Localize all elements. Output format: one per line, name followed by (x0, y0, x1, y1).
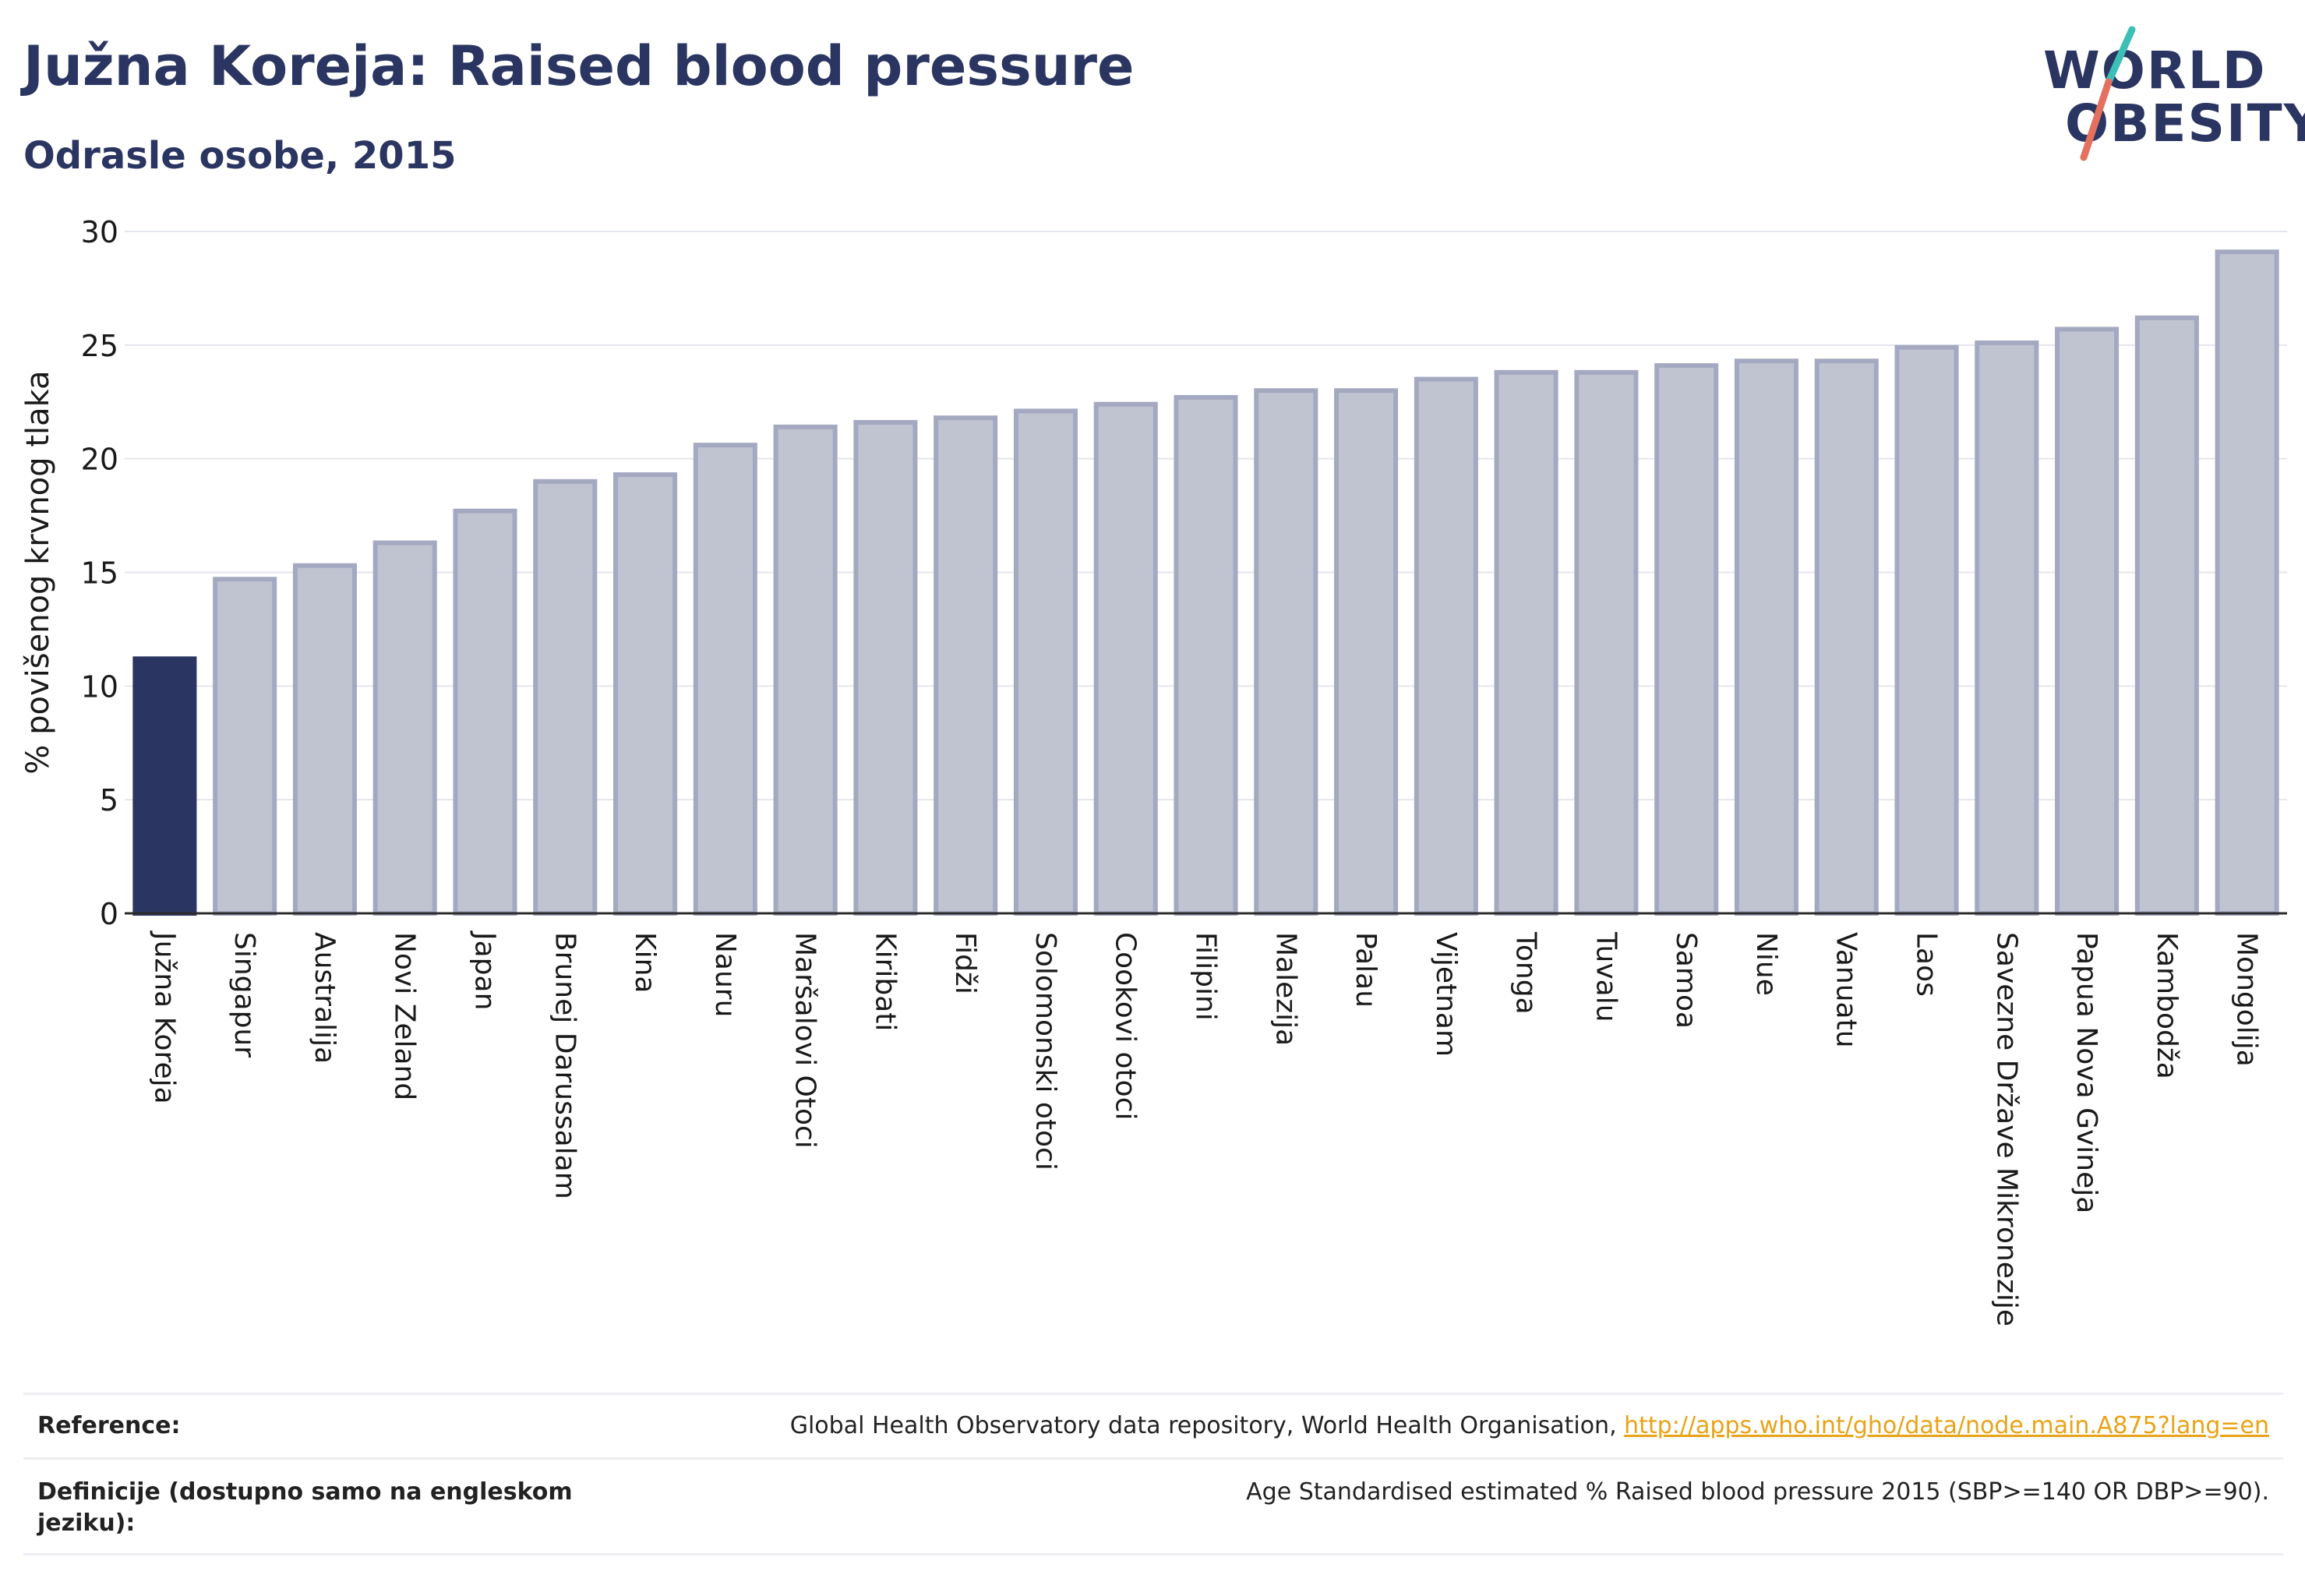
x-tick-label: Brunej Darussalam (549, 932, 581, 1199)
logo-slash-icon (2080, 26, 2136, 161)
bar (292, 563, 357, 916)
footer-divider-bottom (23, 1553, 2283, 1555)
footer-divider-top (23, 1393, 2283, 1395)
y-tick-label: 10 (81, 669, 118, 704)
bar (1093, 401, 1158, 916)
bar (1334, 388, 1399, 916)
footer-divider-middle (23, 1457, 2283, 1460)
x-tick-label: Japan (469, 930, 501, 1010)
x-tick-label: Mongolija (2231, 932, 2263, 1067)
x-tick-label: Filipini (1190, 932, 1222, 1021)
x-tick-label: Niue (1750, 932, 1782, 996)
x-tick-label: Cookovi otoci (1110, 932, 1142, 1121)
y-tick-label: 0 (100, 897, 118, 931)
chart-subtitle: Odrasle osobe, 2015 (23, 134, 457, 178)
bar (1975, 340, 2039, 916)
y-tick-label: 25 (81, 329, 118, 363)
x-tick-label: Novi Zeland (389, 932, 421, 1100)
chart-title: Južna Koreja: Raised blood pressure (23, 34, 1135, 98)
x-tick-label: Fidži (949, 932, 981, 994)
bars (132, 249, 2279, 916)
y-tick-label: 15 (81, 556, 118, 591)
bar (693, 443, 757, 916)
x-tick-label: Kiribati (869, 932, 901, 1031)
bar (372, 540, 437, 916)
x-tick-label: Tuvalu (1590, 931, 1622, 1022)
bar (853, 420, 918, 916)
definition-value: Age Standardised estimated % Raised bloo… (1246, 1478, 2269, 1506)
x-tick-label: Australija (309, 932, 341, 1064)
x-tick-label: Malezija (1269, 932, 1301, 1046)
x-tick-label: Vanuatu (1830, 932, 1862, 1048)
reference-link[interactable]: http://apps.who.int/gho/data/node.main.A… (1624, 1412, 2269, 1439)
x-tick-label: Palau (1350, 932, 1382, 1008)
bar (613, 472, 678, 916)
reference-value: Global Health Observatory data repositor… (790, 1411, 2269, 1442)
bar (1574, 369, 1639, 916)
bar (453, 508, 517, 916)
bar (2055, 327, 2120, 916)
x-tick-label: Vijetnam (1430, 932, 1462, 1057)
x-tick-label: Laos (1911, 932, 1943, 997)
x-tick-label: Samoa (1670, 932, 1702, 1029)
bar (1013, 408, 1078, 916)
x-tick-label: Papua Nova Gvineja (2070, 932, 2102, 1213)
bar (1734, 358, 1798, 916)
reference-label: Reference: (37, 1412, 181, 1439)
bar (533, 478, 598, 916)
bar (2215, 249, 2279, 916)
y-tick-label: 30 (81, 215, 118, 249)
x-tick-label: Južna Koreja (148, 930, 180, 1104)
x-tick-label: Maršalovi Otoci (789, 932, 821, 1149)
bar (773, 424, 838, 916)
x-tick-label: Savezne Države Mikronezije (1990, 932, 2022, 1326)
bar (1174, 394, 1238, 916)
reference-text: Global Health Observatory data repositor… (789, 1412, 1625, 1439)
x-axis-labels: Južna Koreja Singapur Australija Novi Zelan… (148, 930, 2262, 1326)
bar (1414, 376, 1478, 916)
bar (1894, 344, 1959, 916)
bar-chart: 0 5 10 15 20 25 30 Južna Koreja Singapur Austral… (20, 215, 2287, 1326)
logo-word-world: WORLD (2043, 41, 2267, 101)
bar (1654, 363, 1719, 916)
world-obesity-logo: WORLD OBESITY (2042, 23, 2305, 171)
y-axis-label: % povišenog krvnog tlaka (20, 370, 56, 774)
y-tick-label: 5 (100, 783, 118, 817)
x-tick-label: Singapur (228, 932, 260, 1058)
bar (2134, 315, 2199, 916)
x-tick-label: Kina (629, 932, 661, 994)
bar (934, 415, 998, 916)
bar (1254, 388, 1318, 916)
bar (132, 656, 197, 916)
x-tick-label: Tonga (1510, 931, 1542, 1015)
x-tick-label: Nauru (709, 932, 741, 1017)
bar (1814, 358, 1879, 916)
logo-word-obesity: OBESITY (2065, 94, 2305, 154)
y-axis-ticks: 0 5 10 15 20 25 30 (81, 215, 118, 931)
x-tick-label: Kambodža (2151, 932, 2183, 1079)
definition-label: Definicije (dostupno samo na engleskom j… (37, 1478, 573, 1537)
bar (1494, 369, 1558, 916)
bar (213, 577, 277, 916)
x-tick-label: Solomonski otoci (1029, 932, 1061, 1171)
y-tick-label: 20 (81, 443, 118, 477)
